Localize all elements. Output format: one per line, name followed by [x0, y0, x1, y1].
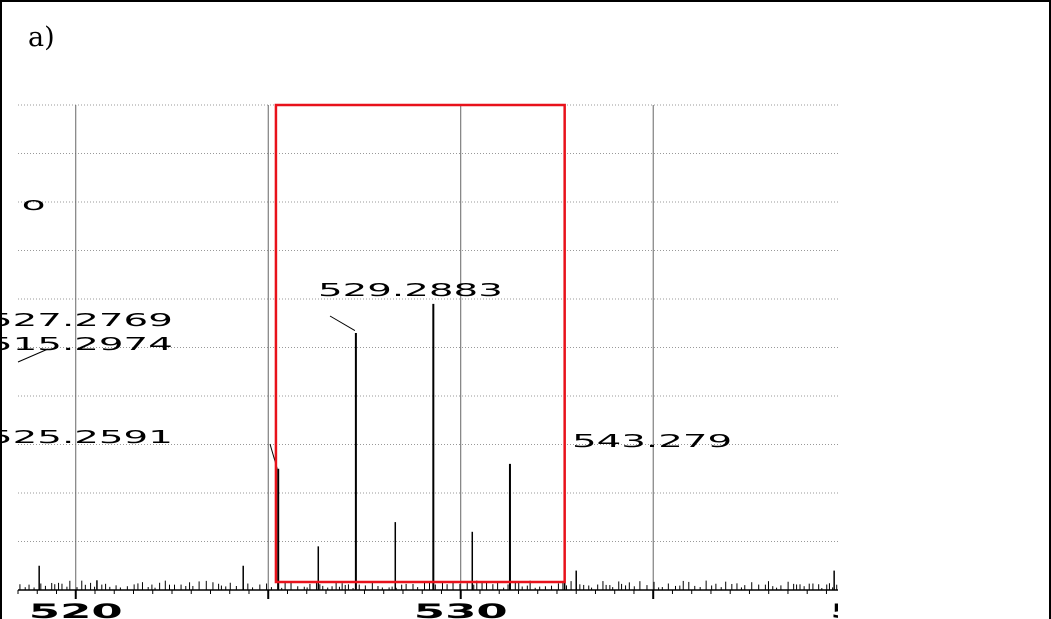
peak-label-515: 515.2974 [0, 334, 173, 355]
x-tick-label: 5 [830, 601, 861, 619]
grid-layer [18, 104, 838, 590]
peak-label-527: 527.2769 [0, 310, 173, 331]
label-layer: 529.2883543.279527.2769515.2974525.2591 … [0, 194, 732, 469]
cropped-axis-label: o [14, 194, 45, 215]
peak-label-525: 525.2591 [0, 427, 173, 448]
x-tick-label: 520 [29, 601, 123, 619]
highlight-box [274, 103, 566, 584]
peak-layer [19, 303, 838, 590]
peak-label-543: 543.279 [572, 431, 732, 452]
axis-layer: 520 530 5 [17, 589, 861, 619]
x-tick-label: 530 [414, 601, 508, 619]
leader-line-515 [17, 348, 49, 363]
panel-label: a) [28, 22, 55, 53]
peak-label-529: 529.2883 [318, 280, 503, 301]
leader-line-527 [329, 315, 356, 331]
